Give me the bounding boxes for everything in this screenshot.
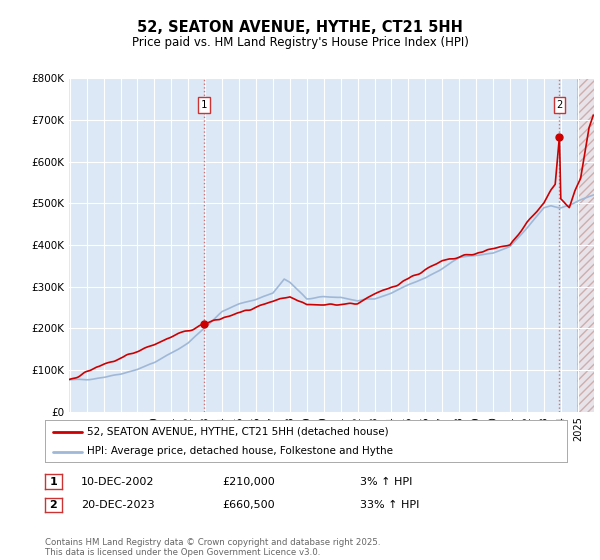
- Text: 52, SEATON AVENUE, HYTHE, CT21 5HH: 52, SEATON AVENUE, HYTHE, CT21 5HH: [137, 20, 463, 35]
- Text: 52, SEATON AVENUE, HYTHE, CT21 5HH (detached house): 52, SEATON AVENUE, HYTHE, CT21 5HH (deta…: [87, 427, 388, 437]
- Text: 10-DEC-2002: 10-DEC-2002: [81, 477, 155, 487]
- Text: £210,000: £210,000: [222, 477, 275, 487]
- Text: 33% ↑ HPI: 33% ↑ HPI: [360, 500, 419, 510]
- Bar: [577, 78, 594, 412]
- Text: 2: 2: [556, 100, 563, 110]
- Text: £660,500: £660,500: [222, 500, 275, 510]
- Text: 3% ↑ HPI: 3% ↑ HPI: [360, 477, 412, 487]
- Bar: [577, 78, 594, 412]
- Text: HPI: Average price, detached house, Folkestone and Hythe: HPI: Average price, detached house, Folk…: [87, 446, 393, 456]
- Text: Price paid vs. HM Land Registry's House Price Index (HPI): Price paid vs. HM Land Registry's House …: [131, 36, 469, 49]
- Text: Contains HM Land Registry data © Crown copyright and database right 2025.
This d: Contains HM Land Registry data © Crown c…: [45, 538, 380, 557]
- Text: 2: 2: [50, 500, 57, 510]
- Text: 20-DEC-2023: 20-DEC-2023: [81, 500, 155, 510]
- Text: 1: 1: [200, 100, 207, 110]
- Text: 1: 1: [50, 477, 57, 487]
